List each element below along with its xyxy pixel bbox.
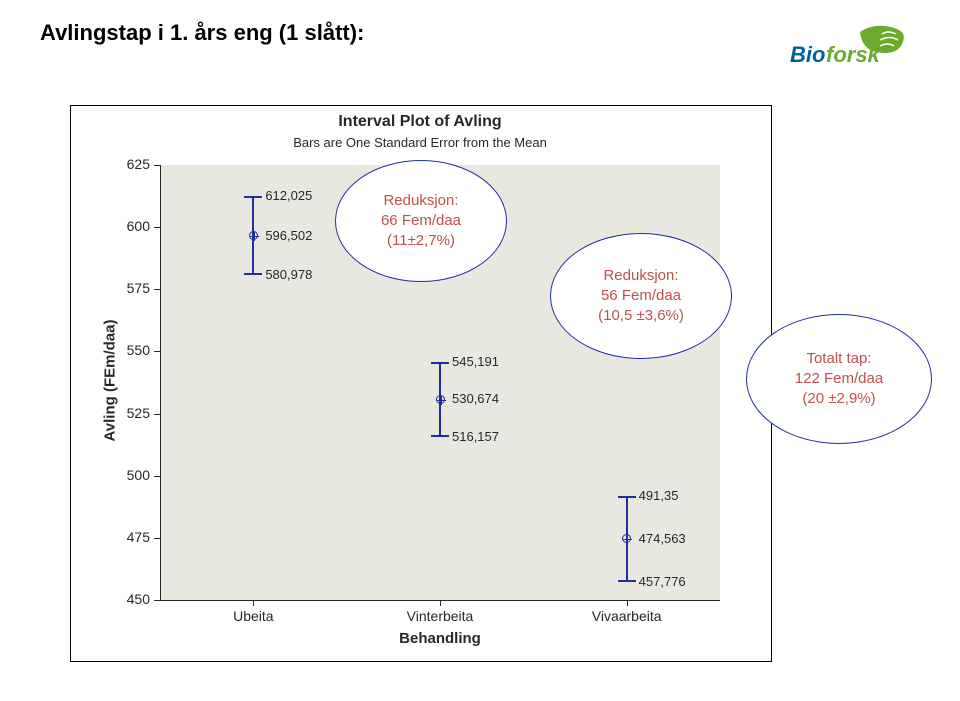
value-label: 612,025 [265, 188, 312, 203]
y-tick [154, 351, 160, 352]
y-axis-line [160, 165, 161, 600]
svg-text:forsk: forsk [826, 42, 882, 67]
x-tick-label: Ubeita [193, 608, 313, 624]
annotation-bubble-2: Reduksjon: 56 Fem/daa (10,5 ±3,6%) [550, 233, 732, 359]
x-tick [253, 600, 254, 606]
bubble2-line2: 56 Fem/daa [601, 286, 681, 306]
bubble3-line2: 122 Fem/daa [795, 369, 883, 389]
value-label: 545,191 [452, 354, 499, 369]
y-tick [154, 600, 160, 601]
y-tick [154, 476, 160, 477]
y-tick-label: 475 [112, 529, 150, 545]
y-tick-label: 575 [112, 280, 150, 296]
bubble1-line3: (11±2,7%) [387, 231, 455, 251]
value-label: 596,502 [265, 228, 312, 243]
plot-subtitle: Bars are One Standard Error from the Mea… [70, 135, 770, 150]
bubble3-line1: Totalt tap: [806, 349, 871, 369]
bioforsk-logo: Bio forsk [790, 20, 920, 70]
value-label: 474,563 [639, 531, 686, 546]
error-cap [431, 362, 449, 364]
mean-marker [436, 395, 445, 404]
y-tick [154, 289, 160, 290]
y-tick [154, 414, 160, 415]
x-tick-label: Vinterbeita [380, 608, 500, 624]
slide-root: Avlingstap i 1. års eng (1 slått): Bio f… [0, 0, 960, 701]
y-tick-label: 550 [112, 342, 150, 358]
y-tick [154, 227, 160, 228]
bubble2-line1: Reduksjon: [603, 266, 678, 286]
y-axis-label: Avling (FEm/daa) [102, 321, 119, 441]
annotation-bubble-1: Reduksjon: 66 Fem/daa (11±2,7%) [335, 160, 507, 282]
y-tick-label: 500 [112, 467, 150, 483]
x-tick [627, 600, 628, 606]
svg-text:Bio: Bio [790, 42, 825, 67]
annotation-bubble-3: Totalt tap: 122 Fem/daa (20 ±2,9%) [746, 314, 932, 444]
y-tick-label: 525 [112, 405, 150, 421]
value-label: 516,157 [452, 429, 499, 444]
bubble1-line2: 66 Fem/daa [381, 211, 461, 231]
x-tick-label: Vivaarbeita [567, 608, 687, 624]
y-tick-label: 625 [112, 156, 150, 172]
error-cap [244, 196, 262, 198]
error-cap [431, 435, 449, 437]
error-cap [618, 496, 636, 498]
y-tick-label: 600 [112, 218, 150, 234]
y-tick [154, 538, 160, 539]
slide-title: Avlingstap i 1. års eng (1 slått): [40, 20, 364, 46]
value-label: 457,776 [639, 574, 686, 589]
bubble1-line1: Reduksjon: [383, 191, 458, 211]
value-label: 580,978 [265, 267, 312, 282]
y-tick-label: 450 [112, 591, 150, 607]
y-tick [154, 165, 160, 166]
error-cap [618, 580, 636, 582]
plot-title: Interval Plot of Avling [70, 113, 770, 131]
bubble2-line3: (10,5 ±3,6%) [598, 306, 684, 326]
error-cap [244, 273, 262, 275]
value-label: 530,674 [452, 391, 499, 406]
x-tick [440, 600, 441, 606]
bubble3-line3: (20 ±2,9%) [802, 389, 875, 409]
x-axis-label: Behandling [160, 630, 720, 647]
value-label: 491,35 [639, 488, 679, 503]
